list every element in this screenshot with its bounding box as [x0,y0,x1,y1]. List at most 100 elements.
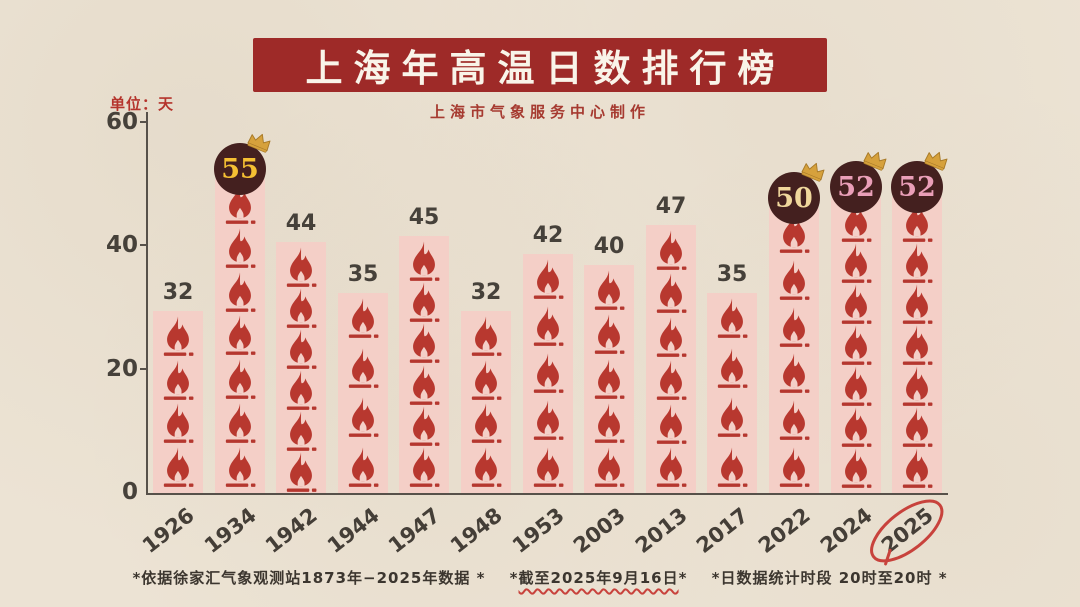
year-label-1942: 1942 [260,503,322,558]
highlight-circle [870,499,944,566]
flame-icon [717,397,748,438]
flame-icon [348,447,379,487]
x-axis-line [146,493,948,495]
crown-icon [924,151,948,171]
footnote-data-source: *依据徐家汇气象观测站1873年−2025年数据 * [132,569,486,587]
rank-badge-2024: 52 [830,151,887,213]
y-tick-label: 20 [105,355,138,382]
flame-icon [409,406,440,446]
flame-icon [163,403,194,444]
year-label-2025: 2025 [870,499,944,566]
crown-icon [863,151,887,171]
flame-icon [902,407,933,447]
flame-icon [841,366,872,406]
flame-icon [471,360,502,400]
flame-icon [902,325,933,365]
y-axis-tick-mark [140,121,147,123]
year-label-1953: 1953 [507,503,569,558]
bar-1934 [215,179,265,493]
flame-icon [286,452,317,492]
flame-icon [656,317,687,357]
value-label-2017: 35 [716,262,748,287]
year-label-2013: 2013 [630,503,692,558]
flame-icon [717,447,748,487]
rank-badge-2025: 52 [891,151,948,213]
flame-icon [409,323,440,364]
bar-2017 [707,293,757,493]
bar-1944 [338,293,388,493]
year-label-1926: 1926 [137,503,199,558]
flame-icon [841,325,872,365]
year-label-1947: 1947 [383,503,445,558]
flame-icon [841,284,872,324]
flame-icon [286,329,317,369]
value-label-1953: 42 [532,223,564,248]
flame-icon [779,447,810,487]
badge-value: 50 [775,182,813,214]
y-tick-label: 60 [105,109,138,135]
year-label-2017: 2017 [691,503,753,558]
flame-icon [779,307,810,347]
year-label-1948: 1948 [445,503,507,558]
flame-icon [779,213,810,253]
footnote-asterisk: * [509,569,519,587]
flame-icon [902,202,933,242]
flame-icon [348,348,379,388]
flame-icon [841,202,872,242]
flame-icon [533,400,564,440]
value-label-1926: 32 [162,280,194,305]
badge-value: 55 [221,153,259,185]
value-label-2013: 47 [655,194,687,219]
flame-icon [471,447,502,487]
crown-icon [247,133,271,153]
flame-icon [163,316,194,356]
flame-icon [594,403,625,443]
rank-badge-1934: 55 [214,133,271,195]
y-tick-label: 0 [121,479,138,505]
flame-icon [779,400,810,441]
flame-icon [225,403,256,443]
flame-icon [471,403,502,444]
bar-1947 [399,236,449,493]
flame-icon [717,348,748,388]
flame-icon [225,228,256,268]
subtitle: 上海市气象服务中心制作 [429,103,650,121]
flame-icon [533,353,564,393]
footnote-cutoff-date: *截至2025年9月16日* [510,569,688,587]
flame-icon [533,447,564,487]
flame-icon [656,447,687,487]
flame-icon [225,272,256,312]
flame-icon [409,447,440,487]
flame-icon [594,447,625,487]
flame-icon [656,360,687,401]
value-label-1944: 35 [347,262,379,287]
flame-icon [225,315,256,356]
bar-1953 [523,254,573,493]
flame-icon [902,448,933,488]
page-title: 上海年高温日数排行榜 [305,47,786,90]
bar-1948 [461,311,511,493]
bar-2003 [584,265,634,493]
flame-icon [594,358,625,399]
flame-icon [902,284,933,324]
value-label-2003: 40 [593,234,625,259]
y-axis-tick-mark [140,244,147,247]
flame-icon [409,282,440,323]
bar-2024 [831,197,881,493]
y-axis-line [146,112,148,494]
flame-icon [779,260,810,300]
flame-icon [594,270,625,310]
flame-icon [348,298,379,338]
value-label-1947: 45 [408,205,440,230]
flame-icon [286,247,317,287]
value-label-1942: 44 [285,211,317,236]
year-label-1934: 1934 [199,503,261,558]
flame-icon [902,243,933,283]
flame-icon [225,447,256,487]
footnote-asterisk: * [678,569,688,587]
bar-1926 [153,311,203,493]
bar-2013 [646,225,696,493]
crown-icon [801,162,825,182]
y-tick-label: 40 [105,232,138,259]
